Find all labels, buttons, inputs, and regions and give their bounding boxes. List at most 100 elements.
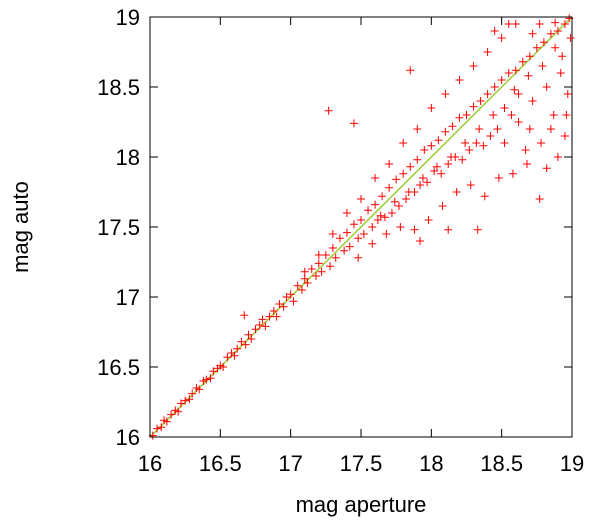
data-point xyxy=(244,330,253,339)
data-point xyxy=(511,20,520,28)
data-point xyxy=(480,192,489,201)
data-point xyxy=(328,230,337,238)
data-point xyxy=(237,337,246,346)
data-point xyxy=(404,188,413,196)
data-point xyxy=(392,175,401,184)
data-point xyxy=(486,132,495,140)
data-point xyxy=(251,325,260,334)
data-point xyxy=(539,38,548,47)
data-point xyxy=(410,225,419,234)
data-point xyxy=(535,20,544,28)
data-point xyxy=(521,146,530,154)
data-point xyxy=(195,385,204,394)
data-point xyxy=(508,169,517,178)
x-tick-label: 18.5 xyxy=(480,451,523,476)
data-point xyxy=(469,62,478,70)
data-point xyxy=(340,246,349,255)
data-point xyxy=(300,267,309,276)
data-point xyxy=(493,125,502,133)
data-point xyxy=(317,267,326,276)
data-point xyxy=(444,225,453,234)
data-point xyxy=(335,234,344,243)
data-point xyxy=(504,69,513,77)
data-point xyxy=(368,239,377,248)
data-point xyxy=(373,216,382,224)
data-point xyxy=(538,62,547,70)
data-point xyxy=(289,297,298,306)
data-point xyxy=(307,265,316,273)
data-point xyxy=(247,335,256,343)
data-point xyxy=(427,141,436,150)
data-point xyxy=(490,27,499,35)
data-point xyxy=(321,251,330,259)
y-tick-label: 18 xyxy=(116,145,140,170)
y-tick-label: 16 xyxy=(116,425,140,450)
data-point xyxy=(342,209,351,217)
data-points xyxy=(148,14,575,440)
data-point xyxy=(380,213,389,222)
data-point xyxy=(176,399,185,408)
data-point xyxy=(230,351,239,360)
data-point xyxy=(300,274,309,283)
x-tick-label: 16 xyxy=(138,451,162,476)
data-point xyxy=(452,188,461,196)
data-point xyxy=(185,395,194,404)
data-point xyxy=(279,302,288,311)
data-point xyxy=(483,48,492,56)
data-point xyxy=(560,132,569,140)
data-point xyxy=(473,225,482,234)
data-point xyxy=(357,216,365,224)
data-point xyxy=(423,178,432,187)
data-point xyxy=(525,52,534,61)
data-point xyxy=(466,181,475,189)
x-tick-label: 17 xyxy=(278,451,302,476)
data-point xyxy=(418,174,427,182)
data-point xyxy=(399,139,408,147)
x-axis-label: mag aperture xyxy=(296,492,427,517)
data-point xyxy=(483,90,492,98)
y-tick-label: 18.5 xyxy=(97,75,140,100)
data-point xyxy=(514,90,523,98)
data-point xyxy=(413,155,422,164)
data-point xyxy=(511,66,520,75)
data-point xyxy=(430,167,439,175)
data-point xyxy=(542,164,551,173)
data-point xyxy=(314,259,323,268)
data-point xyxy=(240,311,249,320)
data-point xyxy=(286,290,295,299)
y-tick-label: 19 xyxy=(116,5,140,30)
data-point xyxy=(167,410,176,419)
data-point xyxy=(500,104,509,112)
data-point xyxy=(349,220,358,229)
data-point xyxy=(560,20,569,28)
data-point xyxy=(566,34,575,42)
data-point xyxy=(206,374,215,383)
data-point xyxy=(551,43,560,52)
data-point xyxy=(331,253,340,262)
data-point xyxy=(382,230,391,238)
data-point xyxy=(390,197,399,206)
data-point xyxy=(188,389,197,398)
data-point xyxy=(562,111,571,119)
y-tick-label: 17 xyxy=(116,285,140,310)
data-point xyxy=(458,155,467,164)
data-point xyxy=(472,139,481,147)
data-point xyxy=(469,102,478,111)
data-point xyxy=(532,43,541,52)
data-point xyxy=(378,192,387,201)
data-point xyxy=(461,139,470,147)
data-point xyxy=(275,300,284,308)
data-point xyxy=(265,312,274,321)
data-point xyxy=(162,417,171,426)
data-point xyxy=(293,281,302,290)
data-point xyxy=(497,76,506,84)
data-point xyxy=(416,237,425,245)
data-point xyxy=(157,423,166,432)
data-point xyxy=(413,125,422,133)
data-point xyxy=(396,223,405,231)
data-point xyxy=(475,125,484,133)
data-point xyxy=(444,160,453,168)
data-point xyxy=(233,344,242,353)
data-point xyxy=(406,162,415,171)
